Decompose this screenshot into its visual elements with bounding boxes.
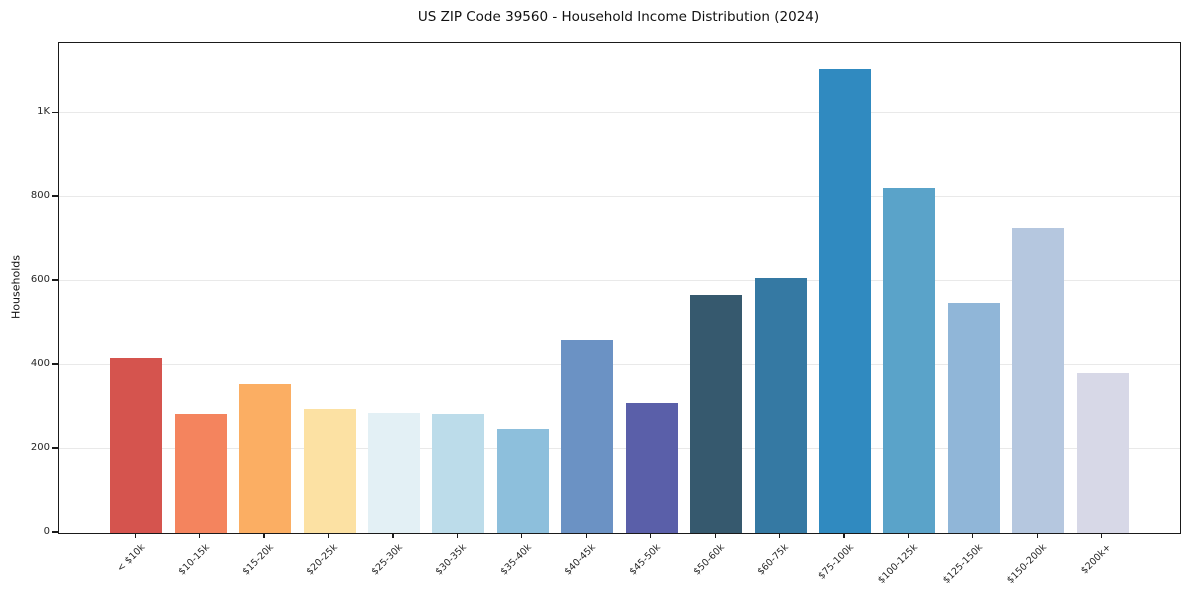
- x-tick-label: $35-40k: [498, 542, 534, 578]
- x-tick-label: $100-125k: [876, 542, 921, 587]
- bar-slot: [813, 43, 877, 533]
- x-tick-mark: [585, 533, 587, 538]
- bar-slot: [877, 43, 941, 533]
- y-tick-label: 1K: [37, 106, 50, 118]
- gridline-y-600: [59, 280, 1180, 282]
- x-tick-label: $150-200k: [1005, 542, 1050, 587]
- y-tick-mark: [52, 279, 58, 281]
- x-tick-mark: [521, 533, 523, 538]
- x-tick-label: $15-20k: [240, 542, 276, 578]
- y-tick-mark: [52, 111, 58, 113]
- x-tick-mark: [1101, 533, 1103, 538]
- x-tick-mark: [778, 533, 781, 538]
- y-tick-label: 0: [43, 526, 50, 537]
- bar-15-20k: [239, 383, 292, 533]
- x-tick-label: $75-100k: [816, 542, 856, 582]
- bar-slot: [748, 43, 812, 533]
- bar-20-25k: [303, 408, 356, 533]
- bar-125-150k: [947, 302, 1000, 533]
- bar-10k: [110, 357, 163, 533]
- bar-slot: [491, 43, 555, 533]
- bar-slot: [1006, 43, 1070, 533]
- x-tick-label: $40-45k: [562, 542, 599, 578]
- x-tick-mark: [392, 533, 394, 538]
- x-tick-label: $20-25k: [304, 542, 341, 578]
- x-tick-mark: [843, 533, 845, 538]
- x-tick-mark: [134, 533, 136, 538]
- bar-40-45k: [561, 339, 614, 533]
- x-tick-label: $60-75k: [755, 542, 792, 578]
- bar-slot: [168, 43, 232, 533]
- bar-slot: [233, 43, 297, 533]
- x-tick-label: $45-50k: [627, 542, 663, 578]
- bar-slot: [1071, 43, 1135, 533]
- gridline-y-1K: [59, 112, 1180, 114]
- bar-slot: [362, 43, 426, 533]
- x-tick-mark: [650, 533, 652, 538]
- y-tick-mark: [52, 531, 58, 533]
- bar-slot: [942, 43, 1006, 533]
- chart-title: US ZIP Code 39560 - Household Income Dis…: [417, 9, 820, 25]
- x-tick-mark: [907, 533, 910, 538]
- x-tick-label: $125-150k: [940, 542, 985, 587]
- y-tick-label: 600: [30, 274, 50, 286]
- bar-30-35k: [432, 414, 485, 533]
- bar-100-125k: [883, 187, 936, 533]
- bars-container: [59, 43, 1180, 533]
- x-tick-mark: [972, 533, 974, 538]
- x-tick-mark: [1036, 533, 1038, 538]
- bar-25-30k: [367, 412, 420, 533]
- gridline-y-800: [59, 196, 1180, 198]
- gridline-y-400: [59, 364, 1180, 366]
- bar-slot: [555, 43, 619, 533]
- x-tick-label: $200k+: [1079, 542, 1114, 577]
- x-tick-mark: [714, 533, 716, 538]
- x-tick-mark: [199, 533, 201, 538]
- x-tick-mark: [263, 533, 265, 538]
- x-tick-label: $50-60k: [691, 542, 727, 578]
- bar-10-15k: [174, 413, 227, 533]
- y-tick-mark: [52, 195, 58, 197]
- x-tick-mark: [327, 533, 330, 538]
- bar-35-40k: [496, 429, 549, 533]
- y-tick-mark: [52, 447, 58, 449]
- gridline-y-200: [59, 448, 1180, 450]
- bar-50-60k: [690, 294, 743, 533]
- x-tick-label: $30-35k: [433, 542, 470, 578]
- x-tick-mark: [456, 533, 458, 538]
- bar-slot: [684, 43, 748, 533]
- y-tick-label: 200: [30, 442, 50, 454]
- x-tick-label: $25-30k: [369, 542, 405, 578]
- bar-200k: [1076, 373, 1129, 533]
- y-tick-mark: [52, 363, 58, 365]
- bar-45-50k: [625, 403, 678, 533]
- bar-75-100k: [819, 68, 872, 533]
- y-tick-label: 400: [30, 358, 50, 370]
- bar-slot: [297, 43, 361, 533]
- bar-slot: [426, 43, 490, 533]
- y-tick-label: 800: [30, 190, 50, 202]
- plot-area: [58, 42, 1181, 534]
- bar-slot: [104, 43, 168, 533]
- bar-60-75k: [754, 278, 807, 533]
- x-tick-label: < $10k: [114, 542, 147, 575]
- bar-150-200k: [1012, 227, 1065, 533]
- bar-slot: [620, 43, 684, 533]
- x-tick-label: $10-15k: [175, 542, 212, 578]
